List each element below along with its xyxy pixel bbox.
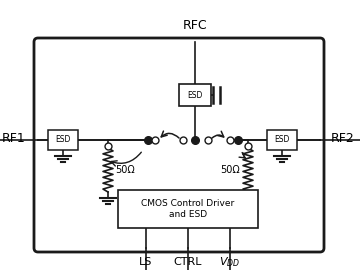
Text: LS: LS xyxy=(139,257,153,267)
Text: ESD: ESD xyxy=(274,136,290,144)
Bar xyxy=(118,190,258,228)
Text: CMOS Control Driver
and ESD: CMOS Control Driver and ESD xyxy=(141,199,235,219)
Text: $V_{DD}$: $V_{DD}$ xyxy=(219,255,240,269)
FancyBboxPatch shape xyxy=(34,38,324,252)
Text: ESD: ESD xyxy=(55,136,71,144)
Text: ESD: ESD xyxy=(187,90,203,100)
Bar xyxy=(267,130,297,150)
Text: 50Ω: 50Ω xyxy=(220,165,240,175)
Text: RFC: RFC xyxy=(183,19,207,32)
Text: RF1: RF1 xyxy=(2,133,26,146)
Bar xyxy=(179,84,211,106)
Text: CTRL: CTRL xyxy=(174,257,202,267)
Text: 50Ω: 50Ω xyxy=(115,165,135,175)
Text: RF2: RF2 xyxy=(331,133,355,146)
Bar xyxy=(48,130,78,150)
